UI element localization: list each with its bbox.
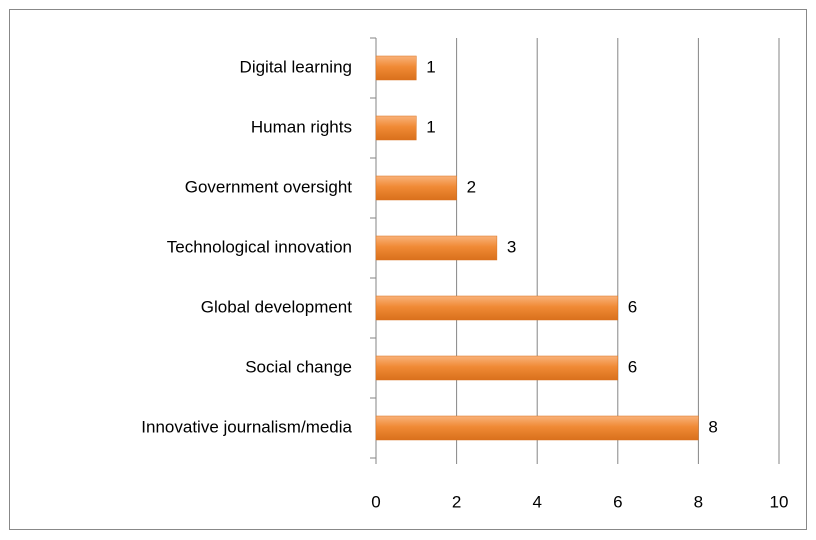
bar [375, 235, 498, 261]
data-label: 8 [708, 417, 717, 436]
data-label: 6 [628, 297, 637, 316]
chart-frame [9, 9, 807, 530]
bar [375, 415, 699, 441]
bar [375, 355, 619, 381]
y-tick-label: Digital learning [240, 57, 352, 76]
x-tick-label: 0 [371, 492, 380, 511]
y-tick-label: Government oversight [185, 177, 353, 196]
x-tick-label: 8 [694, 492, 703, 511]
y-tick-label: Innovative journalism/media [141, 417, 352, 436]
x-tick-label: 4 [532, 492, 541, 511]
x-tick-label: 2 [452, 492, 461, 511]
bar [375, 295, 619, 321]
data-label: 1 [426, 117, 435, 136]
y-tick-label: Technological innovation [167, 237, 352, 256]
x-tick-label: 10 [770, 492, 789, 511]
data-label: 2 [467, 177, 476, 196]
x-tick-label: 6 [613, 492, 622, 511]
data-label: 6 [628, 357, 637, 376]
y-tick-label: Human rights [251, 117, 352, 136]
data-label: 1 [426, 57, 435, 76]
y-tick-label: Social change [245, 357, 352, 376]
bar [375, 175, 457, 201]
y-tick-label: Global development [201, 297, 352, 316]
bar [375, 55, 417, 81]
bar [375, 115, 417, 141]
data-label: 3 [507, 237, 516, 256]
